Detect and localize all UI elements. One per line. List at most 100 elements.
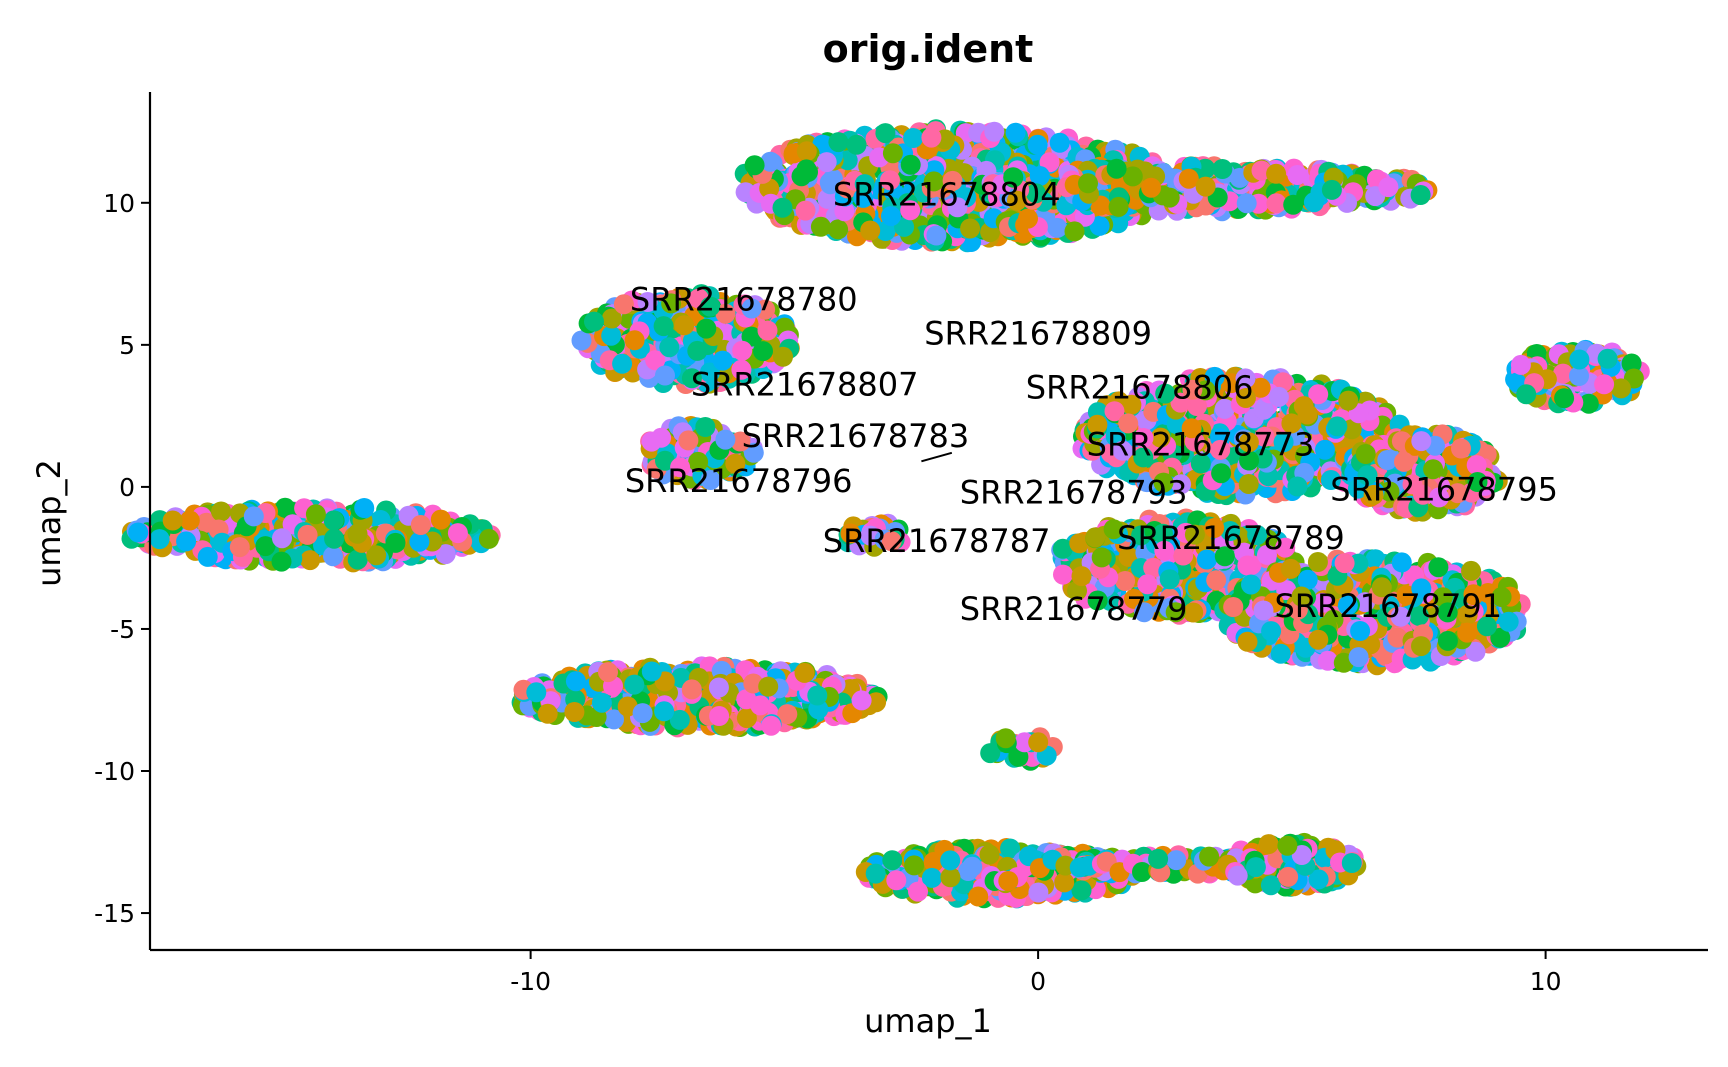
data-point — [584, 311, 604, 332]
data-point — [297, 524, 318, 545]
data-point — [1064, 221, 1085, 242]
data-point — [854, 174, 875, 195]
data-point — [1003, 167, 1024, 188]
data-point — [1029, 166, 1050, 186]
data-point — [1338, 390, 1359, 411]
data-point — [1320, 470, 1341, 490]
data-point — [1238, 432, 1259, 453]
data-point — [229, 537, 250, 558]
data-point — [807, 685, 828, 706]
data-point — [1411, 431, 1432, 452]
data-point — [1308, 384, 1329, 405]
data-point — [243, 506, 264, 527]
data-point — [1235, 368, 1256, 389]
data-point — [923, 171, 944, 192]
data-point — [1133, 447, 1154, 468]
data-point — [700, 470, 721, 490]
data-point — [1410, 185, 1431, 205]
data-point — [921, 127, 942, 148]
data-point — [1239, 450, 1260, 471]
data-point — [731, 359, 752, 380]
data-point — [271, 551, 292, 572]
data-point — [601, 308, 622, 329]
data-point — [1237, 555, 1258, 576]
data-point — [1411, 636, 1431, 657]
data-point — [655, 365, 675, 386]
data-point — [700, 296, 721, 317]
data-point — [654, 701, 675, 722]
data-point — [984, 121, 1005, 142]
data-point — [1104, 401, 1125, 422]
data-point — [1250, 377, 1271, 398]
data-point — [1253, 399, 1274, 420]
data-point — [761, 715, 782, 736]
data-point — [678, 430, 699, 451]
data-point — [637, 292, 658, 312]
data-point — [430, 509, 451, 530]
data-point — [598, 662, 618, 683]
data-point — [670, 457, 691, 478]
data-point — [695, 417, 716, 437]
data-point — [1457, 622, 1478, 643]
data-point — [760, 151, 781, 172]
data-point — [565, 671, 586, 692]
data-point — [1027, 134, 1048, 155]
data-point — [1287, 476, 1308, 497]
data-point — [323, 510, 344, 531]
data-point — [699, 362, 720, 383]
data-point — [1210, 439, 1231, 460]
data-point — [900, 200, 921, 221]
data-point — [655, 450, 675, 471]
data-point — [712, 350, 733, 371]
data-point — [1153, 472, 1174, 493]
data-point — [305, 504, 326, 525]
data-point — [772, 197, 793, 218]
data-point — [1087, 414, 1108, 435]
data-point — [1235, 388, 1256, 408]
data-point — [645, 350, 666, 371]
data-point — [410, 515, 431, 535]
data-point — [851, 690, 872, 711]
data-point — [1089, 215, 1110, 236]
data-point — [681, 368, 702, 389]
data-point — [1293, 396, 1314, 417]
data-point — [1327, 416, 1348, 437]
data-point — [1049, 132, 1070, 153]
data-point — [1348, 647, 1369, 668]
data-point — [674, 315, 695, 336]
data-point — [1236, 193, 1257, 214]
data-point — [995, 728, 1016, 749]
data-point — [1106, 158, 1127, 179]
data-point — [478, 528, 499, 549]
data-point — [1281, 413, 1302, 434]
data-point — [435, 544, 456, 565]
data-point — [715, 303, 736, 324]
data-point — [1238, 474, 1259, 494]
data-point — [926, 225, 947, 246]
data-point — [753, 341, 773, 362]
data-point — [1273, 432, 1294, 453]
data-point — [1287, 165, 1308, 185]
data-point — [385, 532, 406, 553]
data-point — [681, 679, 702, 700]
data-point — [1115, 571, 1136, 591]
data-point — [1170, 392, 1191, 413]
data-point — [1159, 569, 1180, 590]
data-point — [960, 218, 981, 239]
data-point — [688, 451, 709, 472]
data-point — [942, 170, 963, 191]
data-point — [725, 453, 746, 474]
data-point — [128, 522, 149, 543]
data-point — [366, 545, 387, 566]
data-point — [1266, 163, 1287, 184]
data-point — [860, 220, 881, 241]
data-point — [1211, 463, 1232, 484]
data-point — [571, 330, 592, 351]
data-point — [828, 132, 849, 153]
data-point — [741, 326, 762, 347]
data-point — [1270, 643, 1291, 664]
data-point — [881, 206, 901, 227]
data-point — [810, 216, 831, 237]
data-point — [757, 320, 778, 341]
